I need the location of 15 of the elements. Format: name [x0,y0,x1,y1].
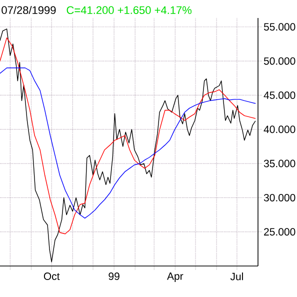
line-series [0,28,256,262]
x-tick-label: 99 [108,272,120,280]
y-tick-label: 50.000 [264,57,296,65]
y-tick-label: 35.000 [264,160,296,168]
chart-title: 07/28/1999 [2,6,56,14]
line-series [0,37,256,234]
y-tick-label: 45.000 [264,91,296,99]
y-tick-label: 55.000 [264,23,296,31]
x-tick-label: Jul [230,272,243,280]
x-tick-label: Oct [44,272,60,280]
x-tick-label: Apr [167,272,184,282]
y-tick-label: 40.000 [264,126,296,134]
chart-subtitle: C=41.200 +1.650 +4.17% [66,6,192,14]
y-tick-label: 30.000 [264,194,296,202]
y-tick-label: 25.000 [264,228,296,236]
